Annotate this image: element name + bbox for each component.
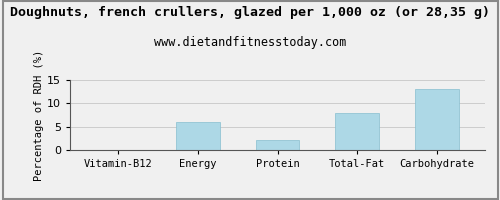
Bar [176,122,220,150]
Bar [256,140,300,150]
Text: www.dietandfitnesstoday.com: www.dietandfitnesstoday.com [154,36,346,49]
Text: Doughnuts, french crullers, glazed per 1,000 oz (or 28,35 g): Doughnuts, french crullers, glazed per 1… [10,6,490,19]
Bar [336,113,380,150]
Y-axis label: Percentage of RDH (%): Percentage of RDH (%) [34,49,44,181]
Bar [415,89,459,150]
